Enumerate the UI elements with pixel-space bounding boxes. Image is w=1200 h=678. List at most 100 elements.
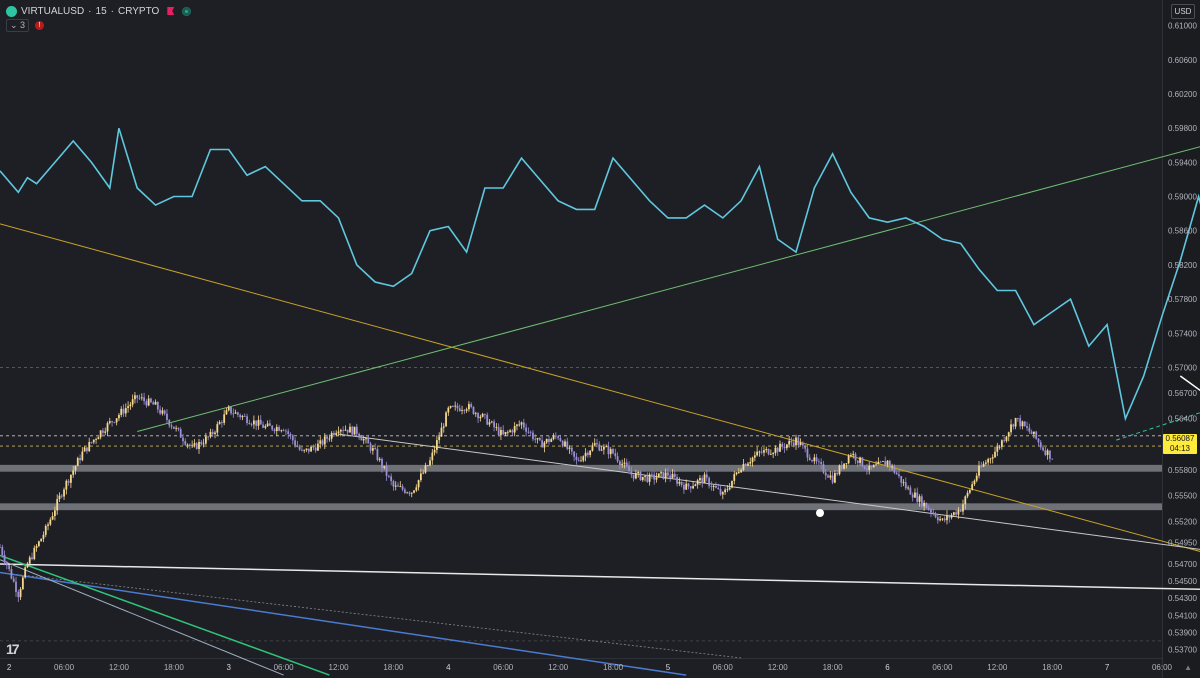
candle-body bbox=[573, 451, 576, 457]
candle-body bbox=[776, 447, 779, 452]
candle-body bbox=[218, 422, 221, 425]
candle-body bbox=[731, 480, 733, 488]
candle-body bbox=[724, 489, 727, 493]
candle-body bbox=[207, 436, 210, 438]
candle-body bbox=[998, 446, 1001, 448]
candle-body bbox=[367, 438, 370, 444]
candle-body bbox=[534, 439, 537, 440]
interval-label[interactable]: 15 bbox=[95, 5, 107, 17]
candle-body bbox=[1, 546, 4, 555]
candle-body bbox=[454, 405, 457, 407]
candle-body bbox=[591, 445, 594, 451]
candle-body bbox=[156, 401, 159, 410]
candle-body bbox=[605, 446, 608, 448]
candle-body bbox=[220, 422, 223, 423]
scroll-up-icon[interactable]: ▲ bbox=[1184, 663, 1192, 672]
candle-body bbox=[328, 438, 331, 440]
candle-body bbox=[97, 437, 100, 440]
candle-body bbox=[12, 578, 15, 582]
candle-body bbox=[152, 402, 155, 405]
symbol-name[interactable]: VIRTUALUSD bbox=[21, 5, 85, 17]
candle-body bbox=[575, 456, 578, 460]
y-tick-label: 0.60600 bbox=[1168, 56, 1197, 65]
candle-body bbox=[159, 409, 162, 414]
candle-body bbox=[552, 435, 555, 440]
candle-body bbox=[868, 465, 871, 470]
currency-button[interactable]: USD bbox=[1171, 4, 1195, 19]
candle-body bbox=[840, 465, 843, 469]
candle-body bbox=[758, 451, 761, 453]
candle-body bbox=[67, 480, 70, 483]
candle-body bbox=[660, 472, 662, 474]
candle-body bbox=[408, 492, 411, 494]
candle-body bbox=[452, 406, 454, 407]
candle-body bbox=[184, 441, 187, 445]
candle-body bbox=[936, 517, 939, 521]
candle-body bbox=[58, 495, 61, 500]
candle-body bbox=[269, 423, 271, 426]
candle-body bbox=[902, 482, 905, 484]
candle-body bbox=[923, 502, 926, 507]
candle-body bbox=[74, 465, 77, 471]
candle-body bbox=[916, 492, 919, 502]
candle-body bbox=[559, 438, 562, 442]
alert-marker-icon bbox=[816, 509, 824, 517]
candle-body bbox=[984, 462, 987, 464]
symbol-header[interactable]: VIRTUALUSD · 15 · CRYPTO bbox=[6, 4, 192, 18]
candle-body bbox=[966, 492, 969, 497]
candle-body bbox=[449, 406, 452, 408]
candle-body bbox=[246, 416, 248, 423]
candle-body bbox=[312, 446, 315, 448]
candle-body bbox=[756, 451, 759, 456]
market-status-icon[interactable] bbox=[182, 6, 192, 16]
candle-body bbox=[1021, 421, 1024, 427]
candle-body bbox=[134, 395, 136, 400]
indicator-bar[interactable]: ⌄ 3 ! bbox=[6, 18, 45, 32]
candle-body bbox=[856, 460, 859, 463]
exclamation-icon[interactable]: ! bbox=[35, 20, 45, 30]
candle-body bbox=[781, 443, 784, 447]
candle-body bbox=[314, 447, 317, 451]
candle-body bbox=[932, 512, 935, 514]
indicators-toggle[interactable]: ⌄ 3 bbox=[6, 18, 30, 32]
y-tick-label: 0.54950 bbox=[1168, 539, 1197, 548]
candle-body bbox=[486, 414, 489, 425]
candle-body bbox=[225, 410, 228, 415]
header-separator-1: · bbox=[88, 5, 92, 17]
candle-body bbox=[429, 460, 431, 466]
candle-body bbox=[779, 443, 781, 452]
candle-body bbox=[982, 463, 985, 467]
candle-body bbox=[584, 452, 587, 457]
curve-blue bbox=[0, 571, 687, 676]
x-tick-label: 18:00 bbox=[1042, 663, 1063, 672]
candle-body bbox=[550, 439, 553, 442]
support-zone-1 bbox=[0, 503, 1162, 511]
y-tick-label: 0.58200 bbox=[1168, 261, 1197, 270]
y-tick-label: 0.57000 bbox=[1168, 363, 1197, 372]
candle-body bbox=[1037, 438, 1040, 443]
y-tick-label: 0.54300 bbox=[1168, 594, 1197, 603]
candle-body bbox=[978, 465, 980, 476]
candle-body bbox=[957, 509, 960, 515]
candle-body bbox=[42, 534, 45, 539]
candle-body bbox=[90, 442, 93, 443]
candle-body bbox=[900, 476, 903, 483]
trendline-green bbox=[137, 146, 1200, 433]
candle-body bbox=[188, 444, 191, 447]
candle-body bbox=[278, 426, 280, 431]
candle-body bbox=[806, 448, 809, 458]
candle-body bbox=[227, 406, 230, 411]
candle-body bbox=[852, 453, 855, 456]
candle-body bbox=[102, 430, 104, 433]
candle-body bbox=[204, 436, 207, 444]
y-tick-label: 0.59400 bbox=[1168, 158, 1197, 167]
candle-body bbox=[399, 486, 402, 488]
tradingview-logo[interactable]: 17 bbox=[6, 641, 20, 657]
candle-body bbox=[1051, 458, 1054, 460]
flag-icon[interactable] bbox=[167, 7, 175, 15]
candle-body bbox=[962, 504, 964, 512]
candle-body bbox=[543, 442, 546, 448]
candle-body bbox=[426, 465, 429, 467]
candle-body bbox=[422, 472, 425, 474]
